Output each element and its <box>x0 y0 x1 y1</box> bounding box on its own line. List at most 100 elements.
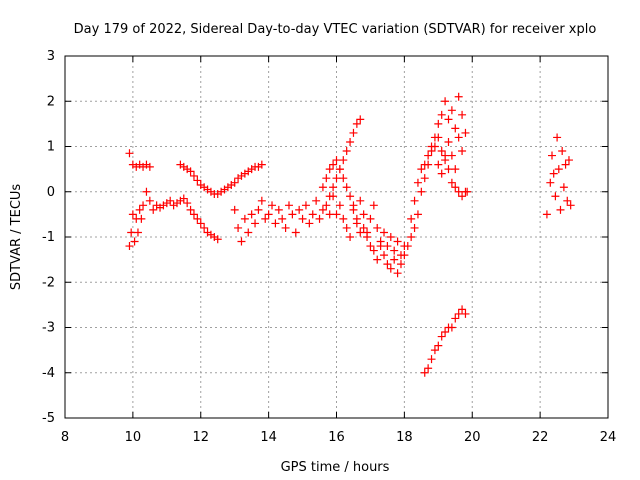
data-point <box>451 124 460 133</box>
data-point <box>451 165 460 174</box>
data-point <box>410 223 419 232</box>
data-point <box>308 210 317 219</box>
series-peak-cluster <box>417 128 472 196</box>
data-point <box>145 196 154 205</box>
data-point <box>278 214 287 223</box>
data-point <box>254 205 263 214</box>
data-point <box>332 210 341 219</box>
data-point <box>339 214 348 223</box>
data-point <box>451 183 460 192</box>
data-point <box>380 251 389 260</box>
data-point <box>561 160 570 169</box>
y-tick-label: -4 <box>42 366 55 381</box>
data-point <box>346 233 355 241</box>
data-point <box>376 237 385 246</box>
data-point <box>332 174 341 183</box>
data-point <box>441 328 450 337</box>
data-point <box>230 205 239 214</box>
data-point <box>454 92 463 101</box>
data-point <box>437 147 446 156</box>
data-point <box>251 219 260 228</box>
data-point <box>458 192 467 201</box>
x-axis-label: GPS time / hours <box>281 460 390 475</box>
data-points <box>125 92 575 377</box>
data-point <box>393 269 402 278</box>
data-point <box>244 228 253 237</box>
data-point <box>325 165 334 174</box>
y-tick-label: -1 <box>42 230 55 245</box>
data-point <box>356 196 365 205</box>
data-point <box>444 137 453 146</box>
data-point <box>424 364 433 373</box>
data-point <box>390 246 399 255</box>
y-tick-label: 1 <box>47 140 55 155</box>
x-tick-label: 10 <box>125 430 142 445</box>
data-point <box>352 119 361 128</box>
data-point <box>356 228 365 237</box>
data-point <box>417 165 426 174</box>
data-point <box>430 142 439 151</box>
data-point <box>322 174 331 183</box>
data-point <box>373 255 382 264</box>
data-point <box>430 346 439 355</box>
data-point <box>386 264 395 273</box>
data-point <box>566 201 575 210</box>
data-point <box>451 314 460 323</box>
data-point <box>332 156 341 165</box>
data-point <box>437 169 446 178</box>
data-point <box>427 147 436 156</box>
y-tick-label: 0 <box>47 185 55 200</box>
data-point <box>247 210 256 219</box>
x-tick-label: 18 <box>396 430 413 445</box>
data-point <box>553 133 562 142</box>
y-tick-label: -3 <box>42 321 55 336</box>
data-point <box>369 246 378 255</box>
data-point <box>458 110 467 119</box>
data-point <box>125 149 134 158</box>
data-point <box>393 237 402 246</box>
data-point <box>434 133 443 142</box>
y-tick-label: 3 <box>47 49 55 64</box>
x-tick-label: 22 <box>532 430 549 445</box>
data-point <box>183 199 192 208</box>
y-axis-label: SDTVAR / TECUs <box>9 184 24 291</box>
data-point <box>359 210 368 219</box>
data-point <box>447 323 456 332</box>
data-point <box>130 237 139 246</box>
data-point <box>298 214 307 223</box>
data-point <box>264 210 273 219</box>
data-point <box>335 201 344 210</box>
series-descending-tail <box>434 151 470 201</box>
series-upper-arc-early <box>125 149 154 171</box>
data-point <box>363 228 372 237</box>
data-point <box>542 210 551 219</box>
data-point <box>234 223 243 232</box>
data-point <box>145 162 154 171</box>
data-point <box>349 128 358 137</box>
data-point <box>315 214 324 223</box>
data-point <box>461 128 470 137</box>
data-point <box>325 192 334 201</box>
data-point <box>193 176 202 185</box>
data-point <box>189 210 198 219</box>
data-point <box>548 151 557 160</box>
data-point <box>461 187 470 196</box>
data-point <box>335 165 344 174</box>
data-point <box>261 214 270 223</box>
data-point <box>268 201 277 210</box>
data-point <box>413 210 422 219</box>
y-tick-label: -5 <box>42 411 55 426</box>
series-late-cluster <box>542 133 575 219</box>
data-point <box>559 183 568 192</box>
data-point <box>380 228 389 237</box>
data-point <box>342 223 351 232</box>
series-lower-arc-early <box>125 187 222 251</box>
data-point <box>434 160 443 169</box>
data-point <box>420 174 429 183</box>
data-point <box>322 201 331 210</box>
data-point <box>444 165 453 174</box>
data-point <box>554 165 563 174</box>
data-point <box>237 237 246 246</box>
data-point <box>417 187 426 196</box>
